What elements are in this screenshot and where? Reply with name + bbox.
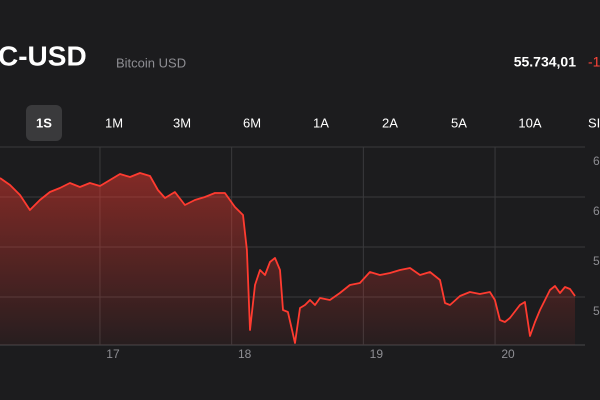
y-tick-label: 5 <box>593 254 600 268</box>
asset-name: Bitcoin USD <box>116 55 186 70</box>
x-tick-label: 18 <box>238 347 252 361</box>
y-tick-label: 6 <box>593 204 600 218</box>
price-line <box>0 172 576 344</box>
chart: 6 6 5 5 17 18 19 20 <box>0 146 600 361</box>
tab[interactable]: 2A <box>382 115 398 130</box>
tab[interactable]: 5A <box>451 115 467 130</box>
tab[interactable]: SI <box>588 115 600 130</box>
y-tick-label: 5 <box>593 304 600 318</box>
y-tick-label: 6 <box>593 154 600 168</box>
x-tick-label: 20 <box>501 347 515 361</box>
selected-tab[interactable] <box>26 105 62 141</box>
tab[interactable]: 1S <box>36 115 52 130</box>
tab[interactable]: 3M <box>173 115 191 130</box>
x-tick-label: 17 <box>106 347 120 361</box>
tab[interactable]: 1A <box>313 115 329 130</box>
tab[interactable]: 6M <box>243 115 261 130</box>
area <box>0 173 575 345</box>
range-tabs: 1S 1M 3M 6M 1A 2A 5A 10A SI <box>26 105 600 141</box>
symbol: C-USD <box>0 40 87 71</box>
x-tick-label: 19 <box>370 347 384 361</box>
tab[interactable]: 10A <box>518 115 541 130</box>
tab[interactable]: 1M <box>105 115 123 130</box>
price: 55.734,01 <box>514 54 576 70</box>
change: -1 <box>588 54 600 70</box>
